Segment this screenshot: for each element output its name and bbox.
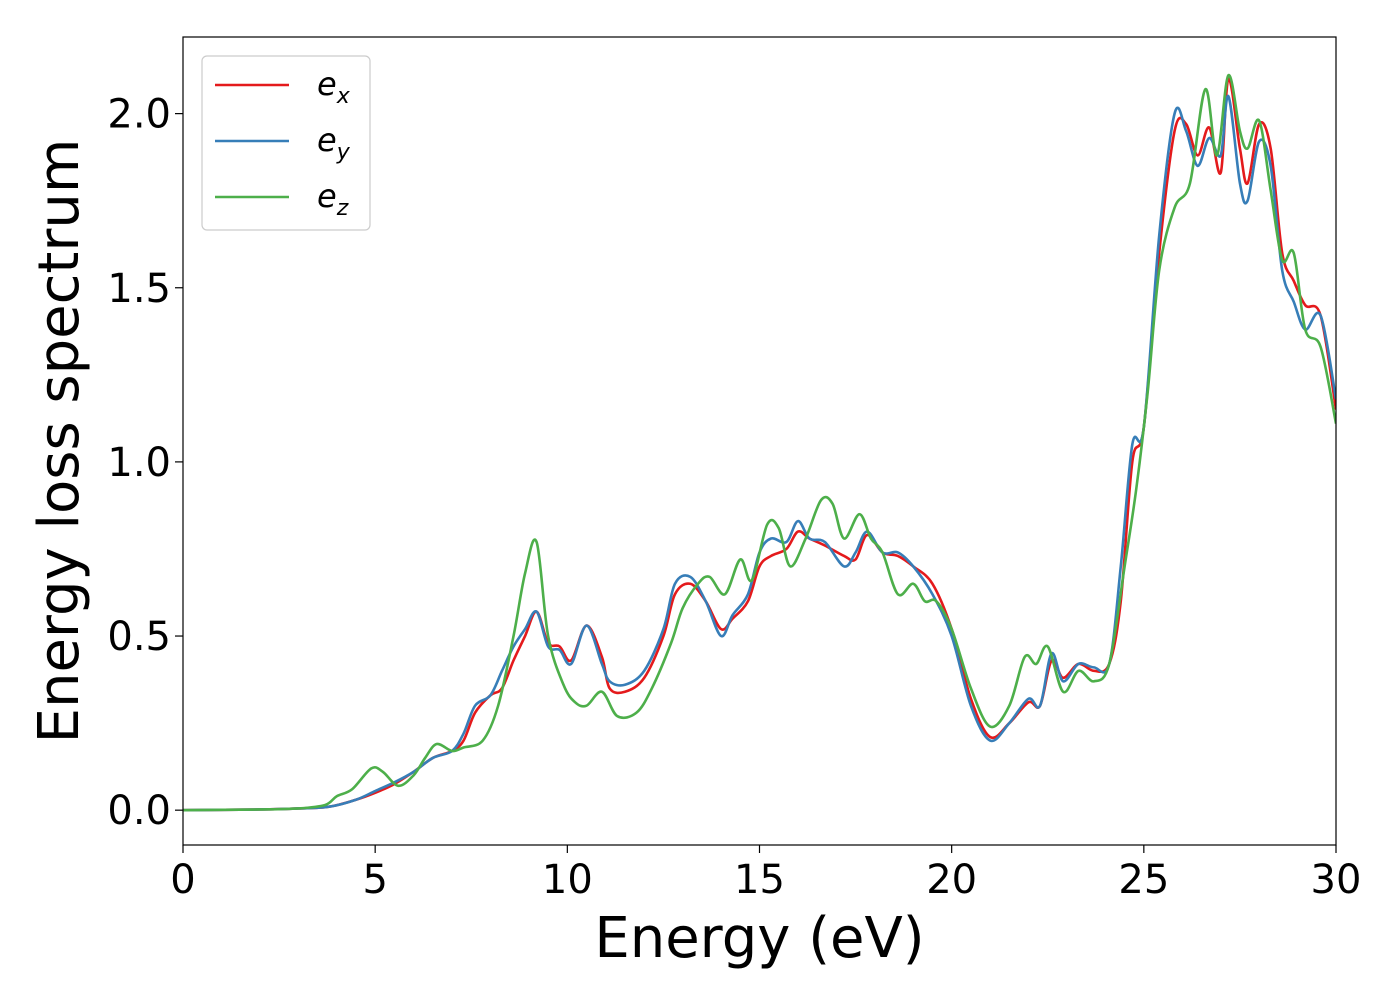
series-line-z xyxy=(183,73,1336,812)
x-tick-label: 0 xyxy=(170,857,195,903)
y-tick-label: 1.5 xyxy=(107,266,171,312)
x-tick-label: 20 xyxy=(926,857,977,903)
y-tick-label: 0.0 xyxy=(107,788,171,834)
y-tick-label: 1.0 xyxy=(107,440,171,486)
legend-label-z: ez xyxy=(317,177,349,221)
x-tick-label: 10 xyxy=(542,857,593,903)
legend-box xyxy=(201,55,371,231)
legend-label-y: ey xyxy=(317,121,351,165)
legend: ex ey ez xyxy=(201,55,371,231)
x-tick-label: 5 xyxy=(362,857,387,903)
series-line-x xyxy=(183,77,1336,812)
y-tick-label: 2.0 xyxy=(107,92,171,138)
legend-label-x: ex xyxy=(317,65,351,109)
series-line-y xyxy=(183,94,1336,812)
x-axis-title: Energy (eV) xyxy=(594,906,924,971)
ticks-layer: 0 5 10 15 20 25 30 0.0 0.5 1.0 1.5 2.0 xyxy=(107,92,1361,903)
x-tick-label: 15 xyxy=(734,857,785,903)
x-tick-label: 25 xyxy=(1118,857,1169,903)
y-tick-label: 0.5 xyxy=(107,614,171,660)
series-layer xyxy=(183,73,1336,812)
x-tick-label: 30 xyxy=(1311,857,1362,903)
y-axis-title: Energy loss spectrum xyxy=(27,139,92,744)
